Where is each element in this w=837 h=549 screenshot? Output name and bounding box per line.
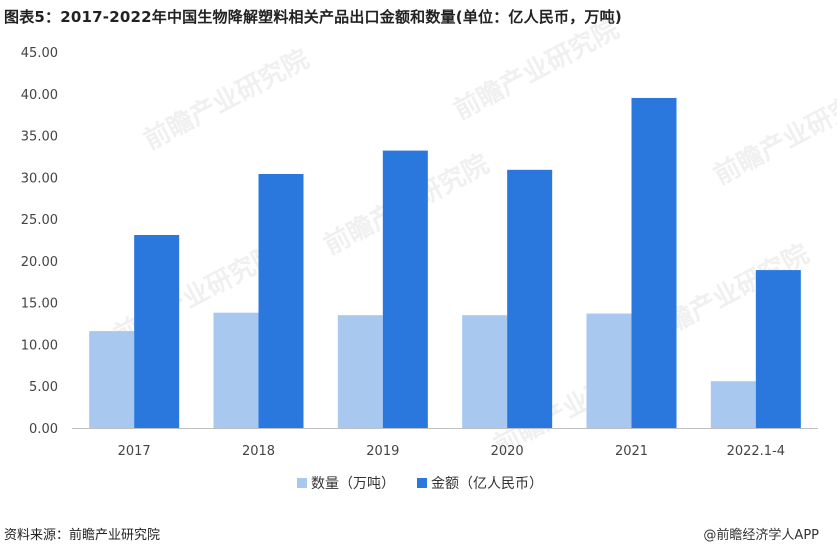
chart-title: 图表5：2017-2022年中国生物降解塑料相关产品出口金额和数量(单位：亿人民…	[4, 8, 622, 26]
bar-quantity	[213, 312, 259, 428]
x-axis: 2017 2018 2019 2020 2021 2022.1-4	[72, 428, 818, 459]
watermark-text: 前瞻产业研究院	[709, 78, 837, 191]
y-tick-label: 45.00	[21, 46, 58, 61]
y-tick-label: 0.00	[29, 422, 58, 437]
legend-swatch	[297, 478, 307, 488]
bar-quantity	[89, 331, 135, 428]
x-tick-label: 2019	[366, 444, 399, 459]
bars	[89, 97, 801, 428]
x-tick-label: 2020	[491, 444, 524, 459]
x-tick-label: 2017	[118, 444, 151, 459]
y-tick-label: 25.00	[21, 213, 58, 228]
legend: 数量（万吨） 金额（亿人民币）	[297, 476, 543, 492]
legend-label: 金额（亿人民币）	[431, 476, 543, 492]
bar-amount	[134, 234, 180, 428]
bar-quantity	[337, 315, 383, 428]
y-tick-label: 30.00	[21, 171, 58, 186]
y-tick-label: 5.00	[29, 380, 58, 395]
bar-quantity	[586, 313, 632, 428]
bar-quantity	[462, 315, 508, 428]
legend-swatch	[417, 478, 427, 488]
y-tick-label: 10.00	[21, 338, 58, 353]
y-tick-label: 15.00	[21, 297, 58, 312]
bar-amount	[631, 97, 677, 428]
legend-label: 数量（万吨）	[311, 476, 395, 492]
source-note: 资料来源：前瞻产业研究院	[4, 528, 161, 543]
y-tick-label: 40.00	[21, 88, 58, 103]
x-tick-label: 2021	[615, 444, 648, 459]
y-tick-label: 20.00	[21, 255, 58, 270]
bar-amount	[258, 173, 304, 428]
credit-note: @前瞻经济学人APP	[703, 528, 819, 543]
bar-quantity	[710, 381, 756, 428]
watermark-text: 前瞻产业研究院	[449, 13, 624, 126]
y-tick-label: 35.00	[21, 130, 58, 145]
bar-amount	[382, 150, 428, 428]
bar-amount	[507, 169, 553, 428]
watermark-text: 前瞻产业研究院	[139, 43, 314, 156]
x-tick-label: 2022.1-4	[727, 444, 785, 459]
y-axis: 0.00 5.00 10.00 15.00 20.00 25.00 30.00 35.00 40…	[21, 46, 58, 437]
x-tick-label: 2018	[242, 444, 275, 459]
bar-amount	[755, 270, 801, 428]
